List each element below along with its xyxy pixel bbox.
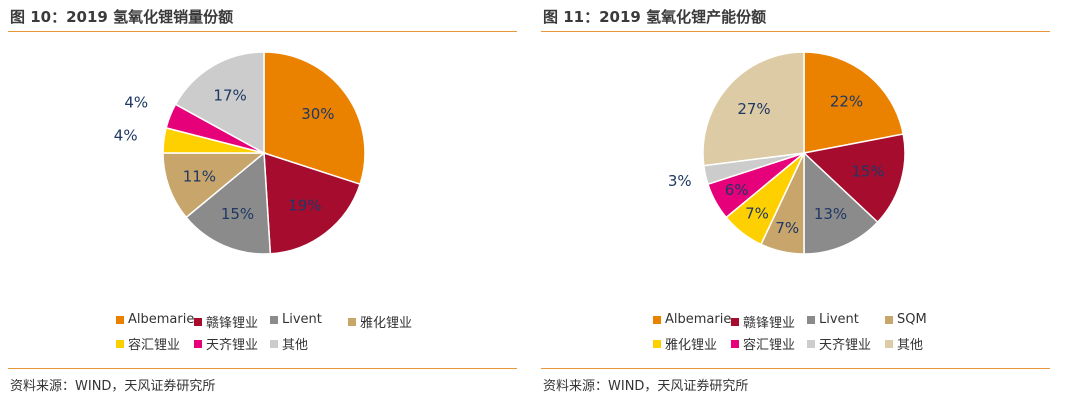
legend-label: 雅化锂业: [665, 338, 718, 353]
legend-swatch: [653, 339, 661, 348]
legend-swatch: [116, 339, 124, 348]
legend-swatch: [270, 315, 278, 324]
legend-item: Albemarie: [653, 312, 731, 327]
pie-data-label: 15%: [221, 205, 254, 223]
chart-title: 图 10：2019 氢氧化锂销量份额: [10, 8, 234, 26]
chart-panel-capacity: 图 11：2019 氢氧化锂产能份额 22% 15% 13% 7% 7% 6% 3% 27% …: [541, 0, 1050, 404]
legend-item: 赣锋锂业: [194, 312, 258, 331]
pie-slice: [803, 151, 879, 255]
legend-item: Albemarie: [116, 312, 194, 327]
legend-item: 容汇锂业: [116, 334, 180, 353]
legend-item: 容汇锂业: [731, 334, 795, 353]
legend-label: 天齐锂业: [819, 338, 872, 353]
legend-item: 天齐锂业: [194, 334, 258, 353]
legend-label: Albemarie: [665, 312, 732, 327]
legend-label: 容汇锂业: [128, 338, 181, 353]
pie-slice: [185, 151, 272, 255]
pie-data-label: 30%: [301, 105, 334, 123]
legend-label: Livent: [819, 312, 859, 327]
legend-label: 其他: [897, 338, 924, 353]
legend-item: 赣锋锂业: [731, 312, 795, 331]
legend-swatch: [731, 317, 739, 326]
pie-data-label: 17%: [213, 87, 246, 105]
pie-data-label: 13%: [814, 205, 847, 223]
legend-item: SQM: [885, 312, 927, 327]
pie-data-label: 11%: [183, 167, 216, 185]
source-divider: [8, 368, 517, 369]
pie-data-label: 4%: [114, 127, 138, 145]
pie-data-label: 27%: [737, 100, 770, 118]
pie-slice: [702, 51, 805, 167]
title-divider: [541, 31, 1050, 32]
chart-panel-sales: 图 10：2019 氢氧化锂销量份额 30% 19% 15% 11% 4% 4% 17% A…: [8, 0, 517, 404]
legend-swatch: [885, 315, 893, 324]
pie-slice: [802, 133, 906, 224]
legend-label: SQM: [897, 312, 927, 327]
legend-swatch: [731, 339, 739, 348]
legend-swatch: [348, 317, 356, 326]
source-divider: [541, 368, 1050, 369]
source-note: 资料来源：WIND，天风证券研究所: [543, 379, 749, 394]
legend-label: 雅化锂业: [360, 316, 413, 331]
legend-label: 天齐锂业: [206, 338, 259, 353]
source-note: 资料来源：WIND，天风证券研究所: [10, 379, 216, 394]
pie-data-label: 15%: [851, 163, 884, 181]
legend-swatch: [653, 315, 661, 324]
pie-chart-capacity: 22% 15% 13% 7% 7% 6% 3% 27%: [668, 51, 906, 255]
pie-slice: [162, 152, 267, 219]
legend-swatch: [194, 317, 202, 326]
chart-legend: Albemarie 赣锋锂业 Livent 雅化锂业容汇锂业 天齐锂业 其他: [116, 312, 496, 356]
legend-item: Livent: [807, 312, 859, 327]
legend-label: 容汇锂业: [743, 338, 796, 353]
legend-label: 赣锋锂业: [206, 316, 259, 331]
pie-slice: [263, 51, 366, 186]
legend-label: 赣锋锂业: [743, 316, 796, 331]
legend-item: Livent: [270, 312, 322, 327]
legend-item: 雅化锂业: [348, 312, 412, 331]
pie-chart-sales: 30% 19% 15% 11% 4% 4% 17%: [114, 51, 366, 255]
legend-label: Livent: [282, 312, 322, 327]
pie-data-label: 6%: [725, 181, 749, 199]
legend-label: Albemarie: [128, 312, 195, 327]
pie-data-label: 7%: [775, 219, 799, 237]
legend-label: 其他: [282, 338, 309, 353]
pie-slice: [263, 151, 362, 255]
legend-item: 天齐锂业: [807, 334, 871, 353]
legend-swatch: [807, 339, 815, 348]
legend-swatch: [194, 339, 202, 348]
chart-legend: Albemarie 赣锋锂业 Livent SQM 雅化锂业 容汇锂业 天齐锂业 其他: [653, 312, 1033, 356]
pie-slice: [174, 51, 265, 155]
pie-data-label: 3%: [668, 172, 692, 190]
pie-data-label: 7%: [745, 205, 769, 223]
legend-item: 雅化锂业: [653, 334, 717, 353]
pie-data-label: 22%: [830, 93, 863, 111]
chart-title: 图 11：2019 氢氧化锂产能份额: [543, 8, 767, 26]
pie-data-label: 4%: [124, 93, 148, 111]
title-divider: [8, 31, 517, 32]
legend-swatch: [270, 339, 278, 348]
legend-swatch: [807, 315, 815, 324]
legend-swatch: [885, 339, 893, 348]
legend-item: 其他: [270, 334, 308, 353]
pie-data-label: 19%: [288, 197, 321, 215]
pie-slice: [803, 51, 905, 154]
legend-item: 其他: [885, 334, 923, 353]
legend-swatch: [116, 315, 124, 324]
